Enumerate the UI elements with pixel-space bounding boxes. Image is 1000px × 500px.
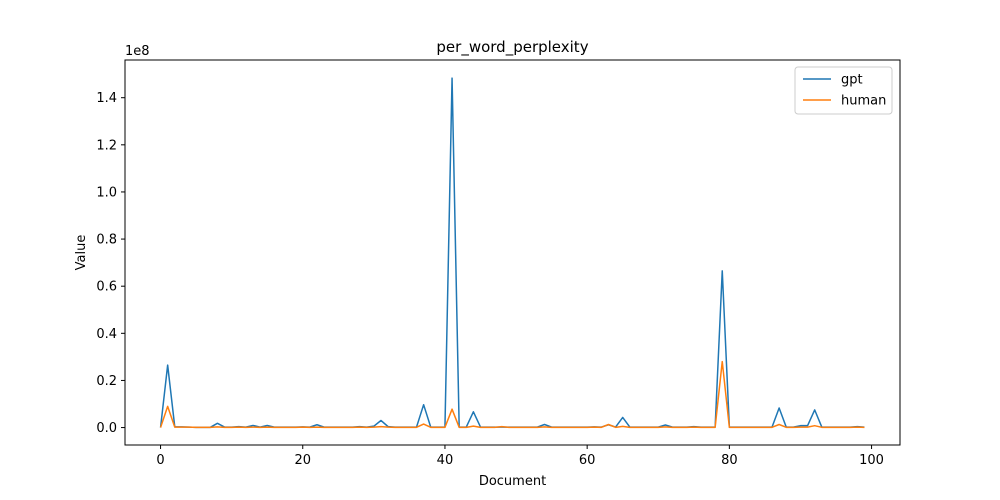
plot-frame	[124, 59, 901, 446]
y-offset-text: 1e8	[125, 44, 150, 59]
y-tick-label: 0.6	[96, 280, 117, 295]
x-tick-label: 80	[721, 453, 738, 468]
y-tick-label: 1.4	[96, 91, 117, 106]
chart-title: per_word_perplexity	[436, 38, 588, 57]
x-axis: 0 20 40 60 80 100	[156, 445, 884, 468]
series-layer	[159, 77, 865, 429]
y-tick-label: 0.4	[96, 327, 117, 342]
x-tick-label: 20	[294, 453, 311, 468]
y-tick-label: 0.8	[96, 233, 117, 248]
y-tick-label: 1.0	[96, 185, 117, 200]
y-axis: 0.0 0.2 0.4 0.6 0.8 1.0 1.2 1.4	[96, 91, 125, 436]
legend: gpt human	[794, 66, 893, 115]
y-axis-label: Value	[74, 235, 89, 271]
legend-label-human: human	[841, 94, 886, 109]
legend-label-gpt: gpt	[841, 73, 863, 88]
x-tick-label: 0	[156, 453, 164, 468]
series-line-gpt	[159, 77, 865, 429]
x-tick-label: 60	[579, 453, 596, 468]
y-tick-label: 0.0	[96, 421, 117, 436]
x-tick-label: 40	[437, 453, 454, 468]
x-axis-label: Document	[479, 474, 546, 489]
y-tick-label: 0.2	[96, 374, 117, 389]
series-line-human	[159, 360, 865, 429]
x-tick-label: 100	[859, 453, 884, 468]
plot-area	[124, 59, 901, 446]
y-tick-label: 1.2	[96, 138, 117, 153]
